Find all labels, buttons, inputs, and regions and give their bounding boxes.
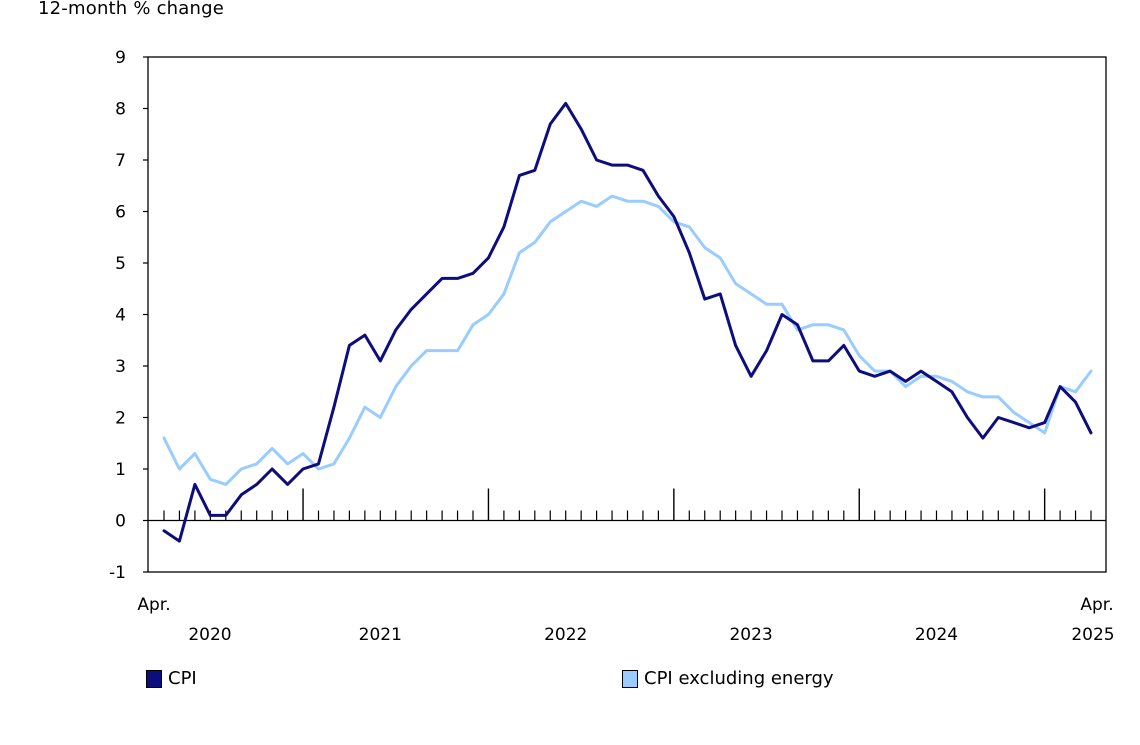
series-line-cpi: [162, 101, 1093, 543]
legend-label-cpi: CPI: [168, 668, 197, 689]
y-axis-unit-label: 12-month % change: [38, 0, 225, 19]
x-tick-label-year: 2020: [188, 625, 231, 645]
y-tick-label: 6: [115, 203, 126, 223]
legend-label-cpi-excluding-energy: CPI excluding energy: [644, 668, 834, 689]
y-tick-label: 5: [115, 254, 126, 274]
x-tick-label-month: Apr.: [137, 595, 170, 615]
x-tick-label-year: 2025: [1071, 625, 1114, 645]
y-axis: -1 0 1 2 3 4 5 6 7 8 9: [109, 48, 148, 583]
legend-swatch-cpi-excluding-energy: [622, 669, 638, 688]
y-tick-label: -1: [109, 563, 126, 583]
plot-frame: [147, 56, 1107, 573]
y-tick-label: 7: [115, 151, 126, 171]
plot-frame-group: [147, 56, 1107, 573]
y-tick-label: 1: [115, 460, 126, 480]
legend-item-cpi: CPI: [146, 668, 197, 689]
x-tick-label-year: 2024: [915, 625, 958, 645]
y-tick-label: 0: [115, 512, 126, 532]
x-tick-label-year: 2023: [729, 625, 772, 645]
x-tick-label-month: Apr.: [1080, 595, 1113, 615]
y-tick-label: 2: [115, 409, 126, 429]
y-tick-label: 4: [115, 306, 126, 326]
y-tick-label: 9: [115, 48, 126, 68]
x-tick-label-year: 2021: [359, 625, 402, 645]
y-tick-label: 8: [115, 100, 126, 120]
x-axis: Apr. 2020 2021 2022 2023 2024 Apr. 2025: [137, 488, 1115, 645]
legend-swatch-cpi: [146, 669, 162, 688]
legend-item-cpi-excluding-energy: CPI excluding energy: [622, 668, 834, 689]
series-group: [162, 101, 1093, 543]
series-line-cpi-excluding-energy: [162, 194, 1093, 486]
y-tick-label: 3: [115, 357, 126, 377]
x-tick-label-year: 2022: [544, 625, 587, 645]
